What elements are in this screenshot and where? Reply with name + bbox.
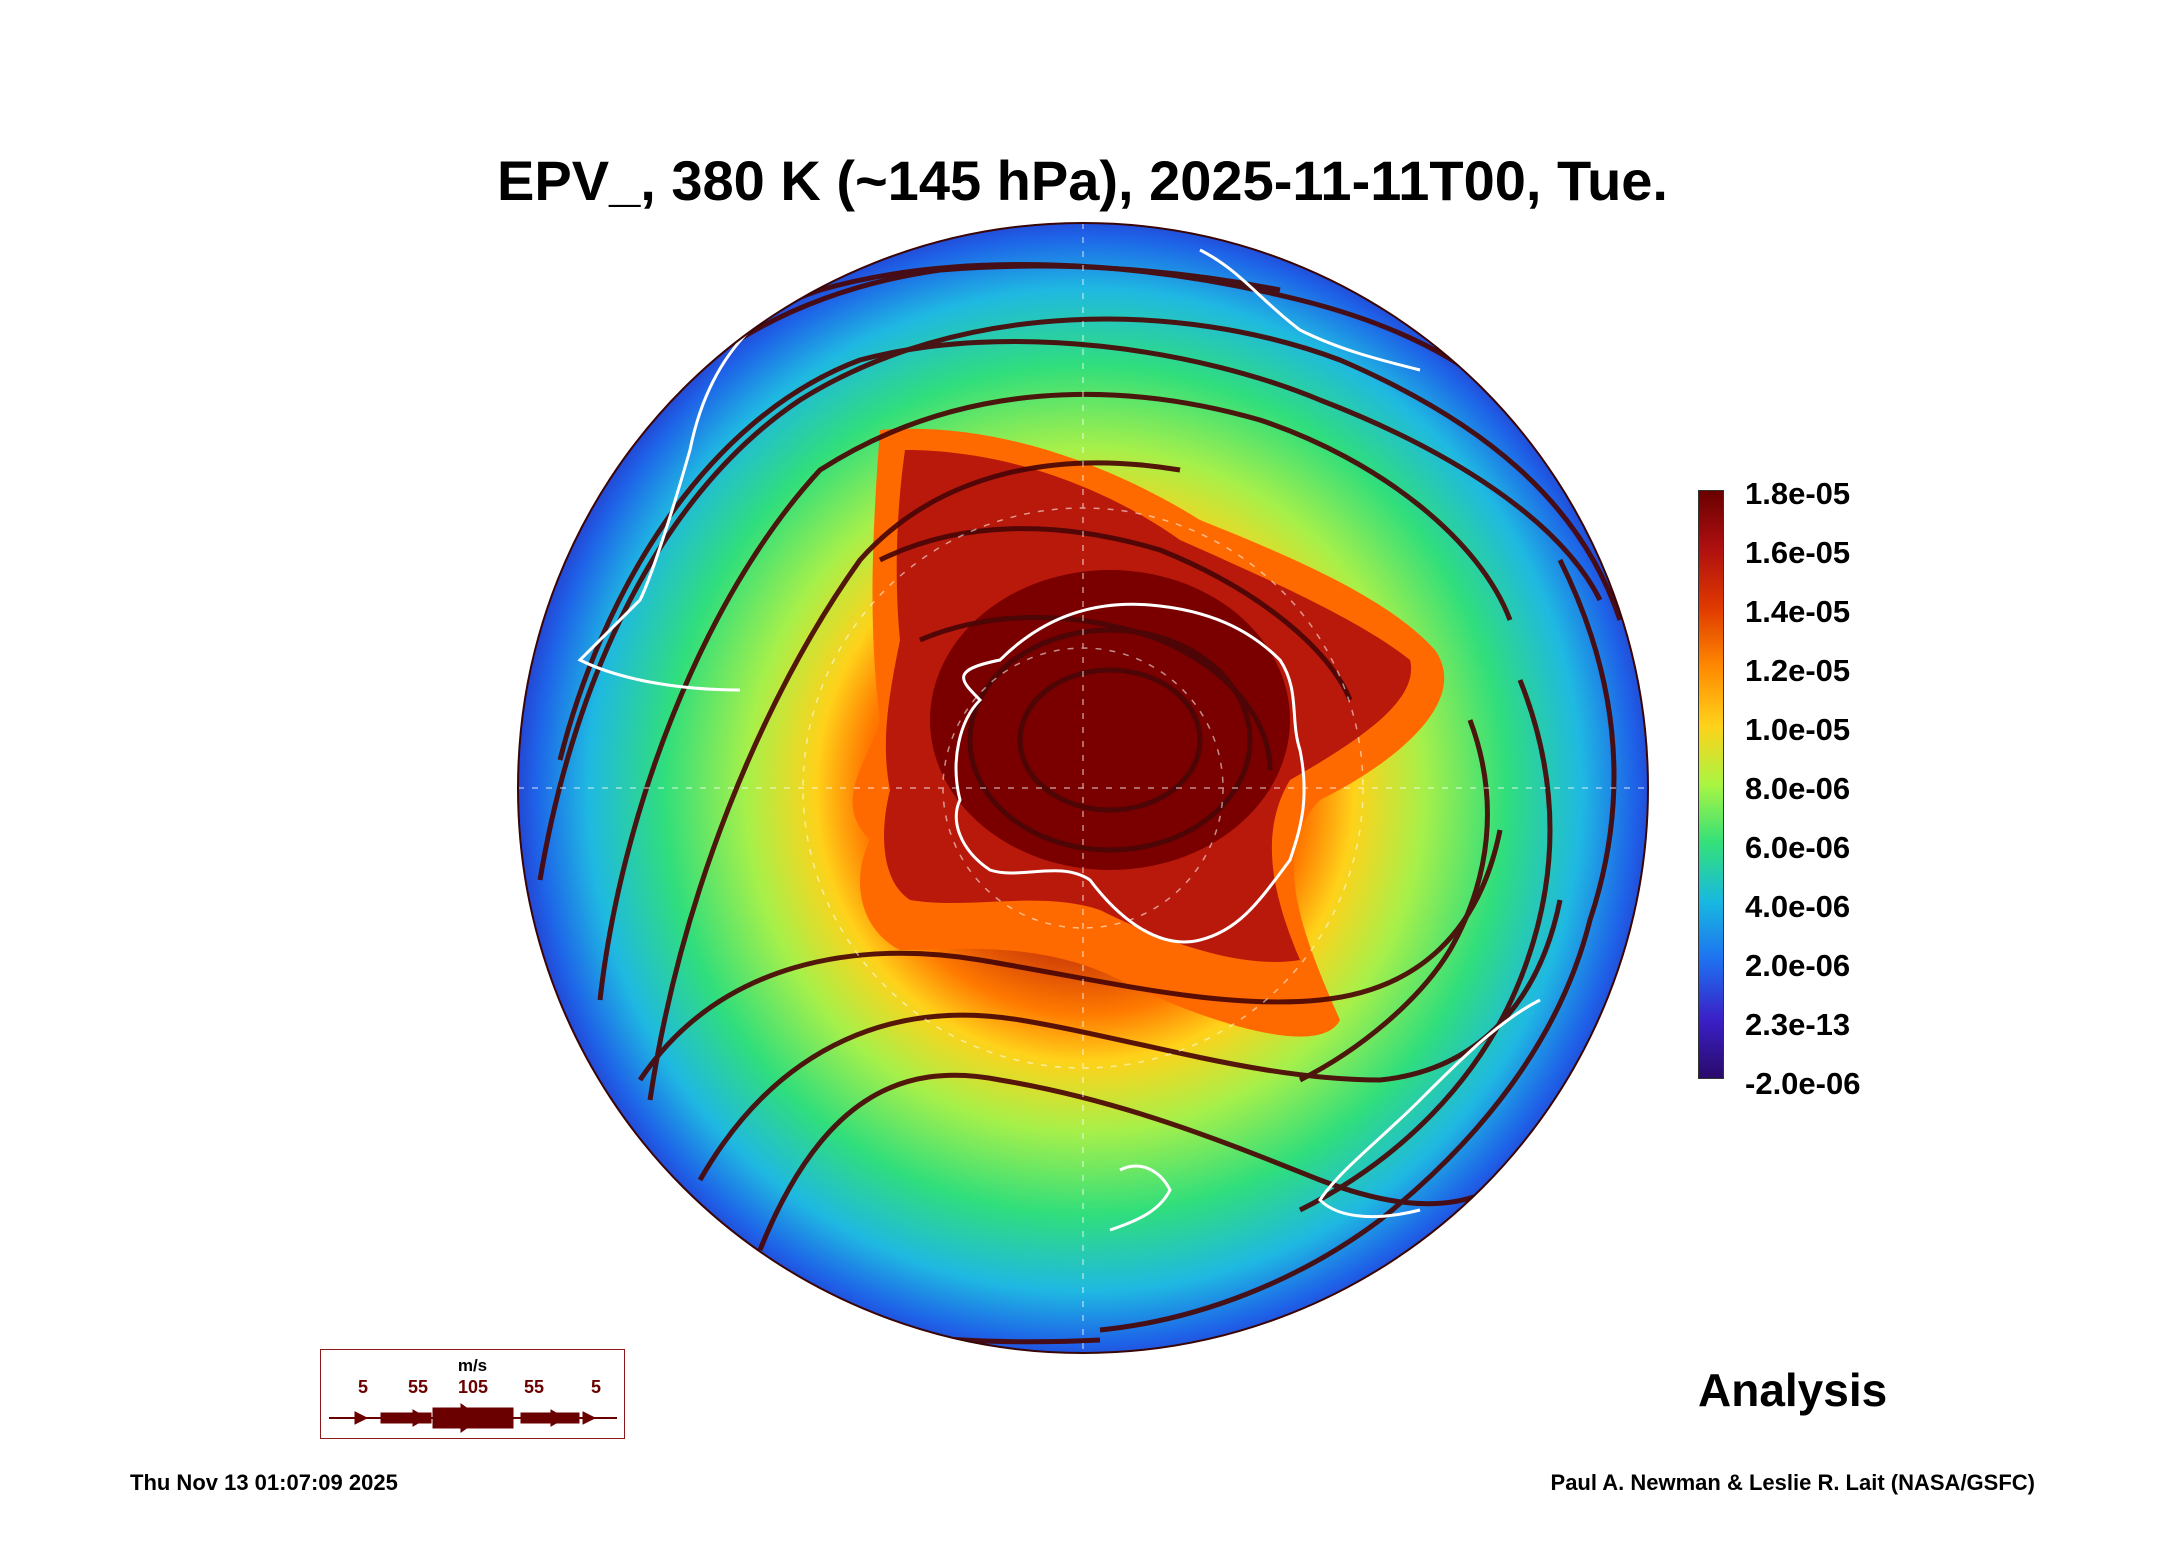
antarctica-coast — [954, 602, 1306, 944]
wind-unit: m/s — [457, 1356, 488, 1375]
wind-speed-label: 55 — [407, 1377, 429, 1397]
new-zealand-coast — [1109, 1164, 1172, 1232]
map-border — [517, 222, 1649, 1354]
australia-coast — [1318, 998, 1541, 1218]
colorbar-tick-label: 1.2e-05 — [1745, 653, 1851, 688]
map-title: EPV_, 380 K (~145 hPa), 2025-11-11T00, T… — [497, 149, 1668, 212]
colorbar-tick-label: 6.0e-06 — [1745, 830, 1851, 865]
graticule — [518, 223, 1648, 1353]
colorbar-tick-label: 2.3e-13 — [1745, 1007, 1851, 1042]
colorbar-tick-label: -2.0e-06 — [1745, 1066, 1861, 1101]
coastlines — [577, 248, 1541, 1232]
africa-coast — [1199, 248, 1421, 372]
analysis-label: Analysis — [1698, 1364, 1888, 1416]
colorbar-tick-label: 8.0e-06 — [1745, 771, 1851, 806]
colorbar-tick-label: 2.0e-06 — [1745, 948, 1851, 983]
wind-speed-label: 5 — [357, 1377, 369, 1397]
south-america-coast — [577, 328, 752, 692]
vortex-center — [930, 570, 1290, 870]
wind-speed-legend: m/s 5 55 105 55 5 — [320, 1349, 625, 1439]
colorbar-tick-label: 1.6e-05 — [1745, 535, 1851, 570]
wind-speed-label: 5 — [590, 1377, 602, 1397]
colorbar — [1698, 490, 1724, 1079]
wind-arrow-scale — [329, 1403, 617, 1433]
timestamp: Thu Nov 13 01:07:09 2025 — [130, 1470, 398, 1495]
wind-speed-label: 105 — [457, 1377, 489, 1397]
colorbar-tick-label: 4.0e-06 — [1745, 889, 1851, 924]
wind-speed-label: 55 — [523, 1377, 545, 1397]
colorbar-tick-label: 1.8e-05 — [1745, 476, 1851, 511]
credit: Paul A. Newman & Leslie R. Lait (NASA/GS… — [1550, 1470, 2035, 1495]
colorbar-tick-label: 1.0e-05 — [1745, 712, 1851, 747]
colorbar-tick-label: 1.4e-05 — [1745, 594, 1851, 629]
